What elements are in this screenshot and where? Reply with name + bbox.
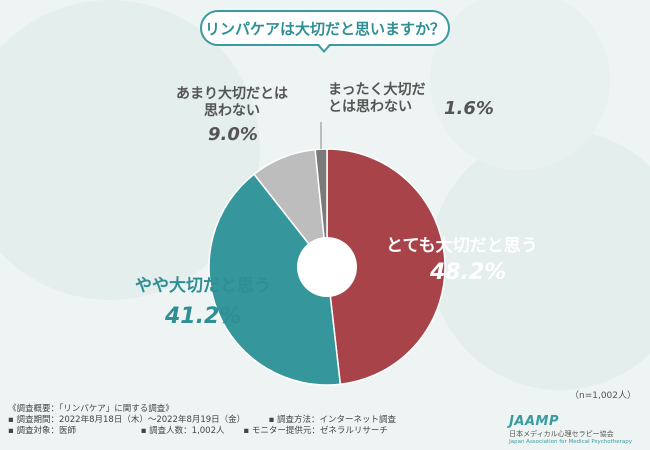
logo-mark: JAAMP bbox=[509, 414, 560, 429]
survey-row-1: ▪ 調査期間：2022年8月18日（木）～2022年8月19日（金） ▪ 調査方… bbox=[8, 415, 396, 426]
slice-label-not-very-important: あまり大切だとは 思わない bbox=[172, 86, 292, 120]
survey-target: ▪ 調査対象：医師 bbox=[8, 426, 76, 436]
survey-period: ▪ 調査期間：2022年8月18日（木）～2022年8月19日（金） bbox=[8, 415, 246, 425]
title-pointer-inner bbox=[318, 43, 330, 50]
slice-value-not-very-important: 9.0% bbox=[208, 124, 258, 145]
slice-label-not-at-all-important-line2: とは思わない bbox=[328, 98, 412, 115]
slice-label-not-at-all-important: まったく大切だ とは思わない bbox=[328, 82, 425, 116]
survey-summary: 《調査概要：「リンパケア」に関する調査》 ▪ 調査期間：2022年8月18日（木… bbox=[8, 404, 396, 437]
pie-slice-somewhat-important bbox=[208, 173, 342, 386]
survey-row-2: ▪ 調査対象：医師 ▪ 調査人数：1,002人 ▪ モニター提供元：ゼネラルリサ… bbox=[8, 426, 396, 437]
slice-label-not-very-important-line2: 思わない bbox=[204, 102, 260, 119]
sample-size: （n=1,002人） bbox=[569, 391, 636, 401]
slice-label-not-very-important-line1: あまり大切だとは bbox=[176, 86, 288, 102]
slice-label-somewhat-important: やや大切だと思う bbox=[135, 276, 271, 296]
survey-summary-title: 《調査概要：「リンパケア」に関する調査》 bbox=[8, 404, 174, 414]
slice-value-not-at-all-important: 1.6% bbox=[444, 98, 494, 119]
logo-name-jp: 日本メディカル心理セラピー協会 bbox=[509, 430, 614, 438]
donut-hole bbox=[297, 237, 357, 297]
organization-logo: JAAMP 日本メディカル心理セラピー協会 Japan Association … bbox=[509, 414, 632, 445]
logo-name-en: Japan Association for Medical Psychother… bbox=[509, 439, 632, 445]
slice-value-somewhat-important: 41.2% bbox=[165, 304, 242, 329]
survey-count: ▪ 調査人数：1,002人 bbox=[140, 426, 225, 436]
survey-provider: ▪ モニター提供元：ゼネラルリサーチ bbox=[243, 426, 388, 436]
slice-value-very-important: 48.2% bbox=[430, 260, 507, 285]
pie-slice-very-important bbox=[326, 148, 446, 386]
chart-title-text: リンパケアは大切だと思いますか？ bbox=[204, 19, 445, 38]
slice-label-very-important: とても大切だと思う bbox=[386, 236, 538, 256]
slice-label-not-at-all-important-line1: まったく大切だ bbox=[328, 82, 426, 98]
survey-method: ▪ 調査方法：インターネット調査 bbox=[268, 415, 397, 425]
